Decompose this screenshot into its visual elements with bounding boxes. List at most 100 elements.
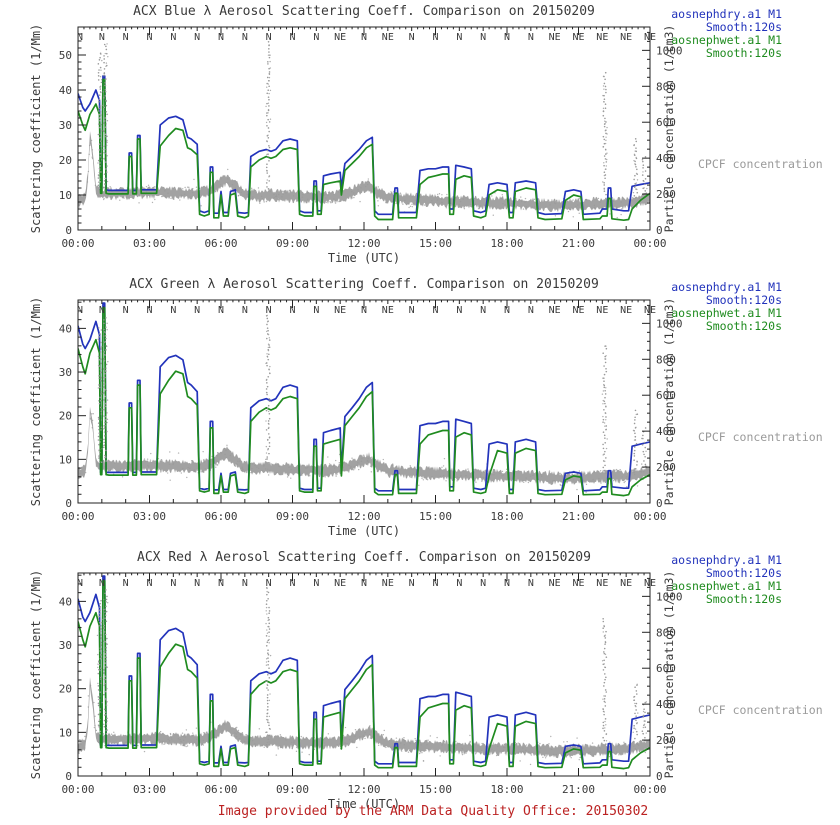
wind-label: N — [170, 305, 176, 316]
wind-label: N — [456, 578, 462, 589]
legend-entry: Smooth:120s — [706, 566, 782, 580]
wind-label: N — [432, 32, 438, 43]
right-tick-label: 1000 — [656, 44, 683, 57]
cpc-spikes — [96, 587, 648, 746]
wind-label: N — [218, 578, 224, 589]
legend-entry: Smooth:120s — [706, 20, 782, 34]
series-wet-line — [78, 307, 650, 497]
left-tick-label: 40 — [59, 595, 72, 608]
x-tick-label: 12:00 — [347, 783, 380, 796]
left-tick-label: 30 — [59, 366, 72, 379]
x-tick-label: 12:00 — [347, 237, 380, 250]
x-tick-label: 06:00 — [204, 237, 237, 250]
right-axis-title: Particle concentration (1/cm3) — [662, 25, 676, 233]
right-tick-label: 600 — [656, 389, 676, 402]
left-tick-label: 40 — [59, 84, 72, 97]
wind-label: N — [242, 32, 248, 43]
wind-label: N — [289, 578, 295, 589]
left-tick-label: 10 — [59, 453, 72, 466]
cpc-spikes — [97, 40, 647, 200]
right-tick-label: 600 — [656, 116, 676, 129]
wind-label: NE — [334, 578, 346, 589]
wind-label: NE — [334, 32, 346, 43]
wind-label: N — [432, 305, 438, 316]
wind-label: N — [146, 32, 152, 43]
right-tick-label: 400 — [656, 698, 676, 711]
wind-label: N — [218, 32, 224, 43]
right-tick-label: 0 — [656, 770, 663, 783]
legend-entry: aosnephwet.a1 M1 — [671, 579, 782, 593]
right-axis-title: Particle concentration (1/cm3) — [662, 298, 676, 506]
wind-label: NE — [549, 578, 561, 589]
wind-label: N — [528, 305, 534, 316]
x-tick-label: 15:00 — [419, 783, 452, 796]
wind-label: N — [266, 305, 272, 316]
x-tick-label: 03:00 — [133, 783, 166, 796]
wind-label: NE — [644, 32, 656, 43]
legend-entry: Smooth:120s — [706, 46, 782, 60]
wind-label: NE — [382, 578, 394, 589]
right-tick-label: 1000 — [656, 590, 683, 603]
right-tick-label: 0 — [656, 497, 663, 510]
wind-label: N — [99, 32, 105, 43]
x-tick-label: 03:00 — [133, 510, 166, 523]
left-tick-label: 20 — [59, 410, 72, 423]
wind-label-0: N — [77, 578, 83, 589]
x-tick-label: 06:00 — [204, 510, 237, 523]
series-wet-line — [78, 78, 650, 222]
right-tick-label: 400 — [656, 425, 676, 438]
x-tick-label: 21:00 — [562, 510, 595, 523]
left-tick-label: 20 — [59, 154, 72, 167]
x-tick-label: 00:00 — [61, 237, 94, 250]
wind-label: NE — [596, 305, 608, 316]
wind-label: N — [123, 305, 129, 316]
left-tick-label: 20 — [59, 683, 72, 696]
right-tick-label: 0 — [656, 224, 663, 237]
wind-label: NE — [644, 578, 656, 589]
wind-label: N — [99, 305, 105, 316]
legend-entry: aosnephdry.a1 M1 — [671, 280, 782, 294]
x-tick-label: 00:00 — [61, 510, 94, 523]
left-tick-label: 10 — [59, 726, 72, 739]
wind-label: N — [504, 32, 510, 43]
wind-label: N — [480, 305, 486, 316]
wind-label: N — [361, 578, 367, 589]
wind-label: N — [289, 305, 295, 316]
wind-label-0: N — [77, 32, 83, 43]
wind-label: N — [313, 578, 319, 589]
x-tick-label: 09:00 — [276, 237, 309, 250]
wind-label: NE — [596, 32, 608, 43]
wind-label: N — [504, 578, 510, 589]
x-tick-label: 18:00 — [490, 237, 523, 250]
wind-label: N — [170, 578, 176, 589]
x-tick-label: 21:00 — [562, 237, 595, 250]
right-tick-label: 400 — [656, 152, 676, 165]
wind-label: N — [480, 32, 486, 43]
wind-label: NE — [572, 305, 584, 316]
x-tick-label: 00:00 — [633, 237, 666, 250]
x-tick-label: 03:00 — [133, 237, 166, 250]
legend-entry: aosnephwet.a1 M1 — [671, 33, 782, 47]
left-tick-label: 50 — [59, 49, 72, 62]
chart-3-title: ACX Red λ Aerosol Scattering Coeff. Comp… — [137, 550, 591, 565]
x-tick-label: 06:00 — [204, 783, 237, 796]
wind-label: N — [194, 32, 200, 43]
legend-entry: Smooth:120s — [706, 592, 782, 606]
cpc-spikes — [97, 314, 647, 472]
right-tick-label: 200 — [656, 461, 676, 474]
x-tick-label: 09:00 — [276, 510, 309, 523]
wind-label: N — [456, 32, 462, 43]
left-tick-label: 40 — [59, 322, 72, 335]
x-tick-label: 18:00 — [490, 783, 523, 796]
wind-label: N — [266, 578, 272, 589]
right-tick-label: 1000 — [656, 317, 683, 330]
left-tick-label: 30 — [59, 639, 72, 652]
right-tick-label: 600 — [656, 662, 676, 675]
wind-label: NE — [644, 305, 656, 316]
cpc-concentration-band — [78, 406, 650, 486]
wind-label: N — [409, 578, 415, 589]
right-tick-label: 800 — [656, 80, 676, 93]
series-wet-line — [78, 580, 650, 770]
